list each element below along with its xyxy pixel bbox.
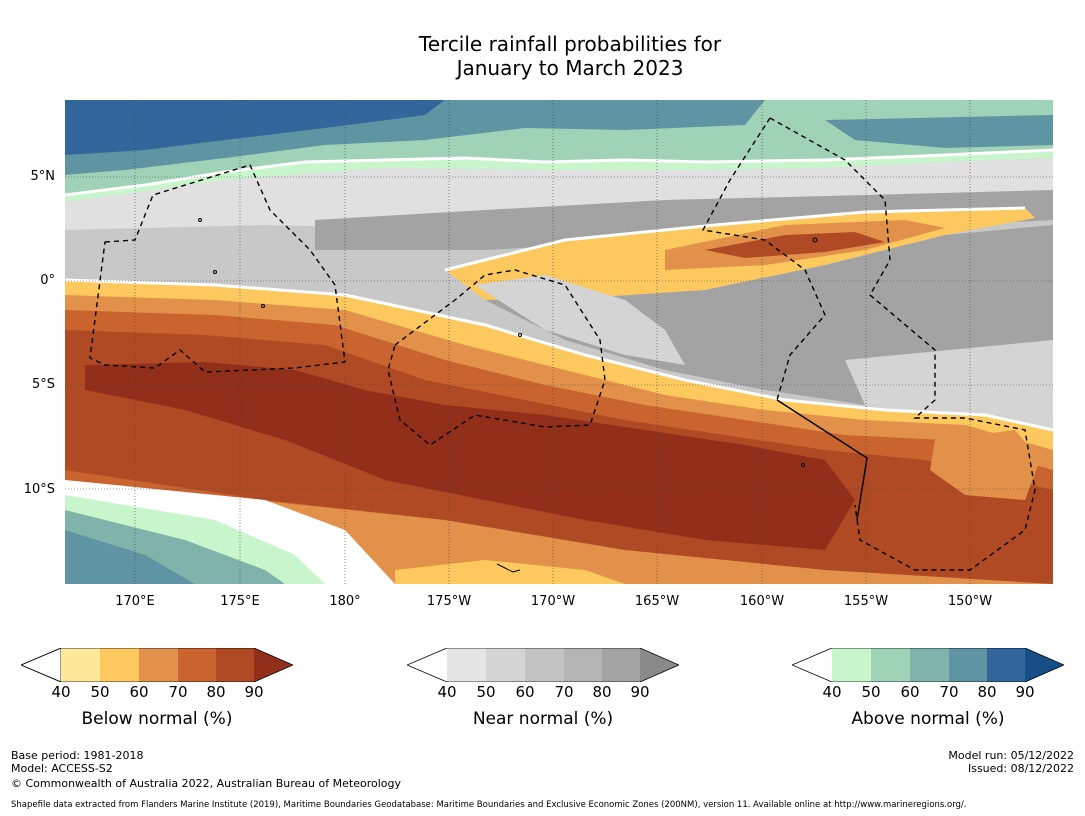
cbar-below-seg-4 (178, 648, 216, 682)
footer-model: Model: ACCESS-S2 (11, 762, 113, 775)
eez-boundary-kiribati-gilberts (89, 164, 346, 373)
cbar-near-label: Near normal (%) (472, 709, 614, 729)
title-line-1: Tercile rainfall probabilities for (418, 32, 722, 56)
probability-map (64, 100, 1054, 584)
island-markers (198, 218, 818, 573)
eez-boundary-kiribati-phoenix (387, 269, 606, 446)
cbar-near-seg-1 (447, 648, 486, 682)
footer-base-period: Base period: 1981-2018 (11, 749, 144, 762)
cbar-above-tick-50: 50 (861, 683, 881, 701)
cbar-below-tick-90: 90 (244, 683, 264, 701)
title-line-2: January to March 2023 (456, 56, 684, 80)
below-normal-east-lobe (930, 430, 1040, 500)
eez-boundary-line-west (701, 117, 826, 401)
lat-label-5n: 5°N (30, 169, 56, 184)
cbar-above-tick-80: 80 (977, 683, 997, 701)
lon-label-180: 180° (329, 594, 361, 609)
cbar-below-tick-80: 80 (206, 683, 226, 701)
lat-label-5s: 5°S (31, 377, 55, 392)
cbar-near-seg-4 (564, 648, 602, 682)
cbar-below-seg-5 (216, 648, 254, 682)
map-svg (64, 100, 1054, 584)
footer-shapefile-credit: Shapefile data extracted from Flanders M… (11, 800, 967, 810)
near-normal-central-light (475, 275, 685, 365)
cbar-below-seg-3 (139, 648, 178, 682)
boundary-line-equator (444, 206, 1026, 272)
below-normal-south-edge (395, 560, 625, 584)
footer-copyright: © Commonwealth of Australia 2022, Austra… (11, 777, 401, 790)
lon-label-155w: 155°W (843, 594, 889, 609)
cbar-below-seg-1 (61, 648, 100, 682)
cbar-above-seg-6 (1025, 648, 1064, 682)
cbar-near-tick-60: 60 (515, 683, 535, 701)
lon-label-170e: 170°E (115, 594, 155, 609)
cbar-near-tick-70: 70 (554, 683, 574, 701)
cbar-near-tick-50: 50 (476, 683, 496, 701)
lon-label-170w: 170°W (530, 594, 576, 609)
chart-title: Tercile rainfall probabilities for Janua… (0, 32, 1085, 80)
boundary-line-north (64, 148, 1054, 197)
cbar-above-label: Above normal (%) (851, 709, 1005, 729)
cbar-above-seg-1 (832, 648, 871, 682)
cbar-below-tick-70: 70 (168, 683, 188, 701)
cbar-near-seg-6 (640, 648, 679, 682)
footer-left: Base period: 1981-2018 Model: ACCESS-S2 … (11, 749, 401, 790)
cbar-below-label: Below normal (%) (81, 709, 233, 729)
cbar-below-seg-6 (254, 648, 293, 682)
lon-label-165w: 165°W (634, 594, 680, 609)
cbar-near-seg-5 (602, 648, 640, 682)
below-normal-equatorial-strong (705, 232, 885, 258)
colorbar-near-normal (407, 648, 679, 682)
cbar-below-tick-60: 60 (129, 683, 149, 701)
cbar-below-tick-50: 50 (90, 683, 110, 701)
cbar-above-tick-60: 60 (900, 683, 920, 701)
lon-label-160w: 160°W (739, 594, 785, 609)
cbar-above-seg-5 (987, 648, 1025, 682)
eez-boundary-solid (776, 399, 868, 521)
cbar-above-seg-3 (910, 648, 949, 682)
lon-label-175w: 175°W (426, 594, 472, 609)
cbar-below-seg-0 (21, 648, 62, 682)
cbar-near-seg-2 (486, 648, 525, 682)
cbar-near-seg-3 (525, 648, 564, 682)
colorbar-above-normal (792, 648, 1064, 682)
near-normal-darker-band (315, 190, 1053, 250)
cbar-above-tick-70: 70 (939, 683, 959, 701)
cbar-above-seg-4 (949, 648, 987, 682)
cbar-near-seg-0 (407, 648, 447, 682)
cbar-near-tick-90: 90 (630, 683, 650, 701)
cbar-above-tick-40: 40 (822, 683, 842, 701)
cbar-above-seg-0 (792, 648, 832, 682)
eez-boundaries (89, 117, 1036, 571)
lon-label-175e: 175°E (220, 594, 260, 609)
lon-label-150w: 150°W (947, 594, 993, 609)
cbar-above-tick-90: 90 (1015, 683, 1035, 701)
cbar-above-seg-2 (871, 648, 910, 682)
boundary-line-south (64, 278, 1054, 432)
lat-label-10s: 10°S (23, 482, 55, 497)
cbar-below-tick-40: 40 (51, 683, 71, 701)
cbar-near-tick-80: 80 (592, 683, 612, 701)
cbar-below-seg-2 (100, 648, 139, 682)
footer-right: Model run: 05/12/2022 Issued: 08/12/2022 (948, 749, 1074, 775)
footer-issued: Issued: 08/12/2022 (967, 762, 1074, 775)
above-normal-southwest-strong (65, 530, 195, 584)
below-normal-main-90 (85, 362, 855, 550)
colorbar-below-normal (21, 648, 293, 682)
footer-model-run: Model run: 05/12/2022 (948, 749, 1074, 762)
eez-boundary-kiribati-line (769, 117, 1036, 571)
cbar-near-tick-40: 40 (437, 683, 457, 701)
above-normal-north-east (825, 115, 1053, 148)
lat-label-0: 0° (40, 273, 55, 288)
above-normal-north-strong (65, 100, 445, 155)
